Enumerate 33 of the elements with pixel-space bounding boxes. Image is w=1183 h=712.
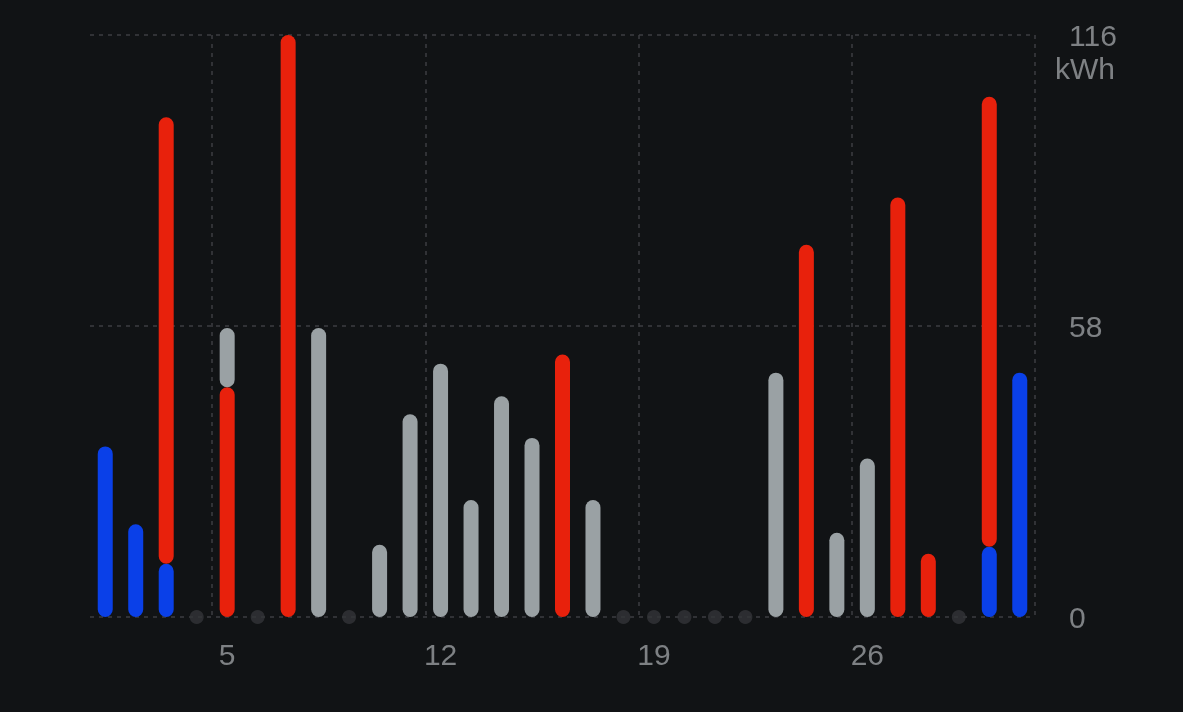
bar <box>97 446 113 617</box>
bar <box>219 328 235 388</box>
bar <box>280 35 296 617</box>
x-tick-label: 12 <box>423 637 458 671</box>
y-tick-label: 116 <box>1069 18 1117 52</box>
bar <box>372 544 388 617</box>
bar <box>463 500 479 617</box>
bar <box>981 96 997 547</box>
bar <box>1012 372 1028 617</box>
bar <box>890 197 906 617</box>
bar <box>128 524 144 617</box>
bar <box>433 363 449 617</box>
x-tick-label: 19 <box>637 637 671 671</box>
y-axis-title: kWh <box>1055 51 1115 85</box>
bar <box>158 563 174 617</box>
bar <box>798 244 814 617</box>
y-tick-label: 58 <box>1069 309 1103 343</box>
bar <box>555 354 570 617</box>
bar <box>981 546 997 617</box>
bar <box>920 553 936 617</box>
bar <box>829 532 845 617</box>
x-tick-label: 5 <box>218 637 236 671</box>
y-tick-label: 0 <box>1069 600 1086 634</box>
x-tick-label: 26 <box>850 637 885 671</box>
bar <box>524 437 540 617</box>
bar <box>158 117 174 564</box>
bar <box>859 458 875 617</box>
bar <box>768 372 784 617</box>
bar <box>311 328 327 617</box>
bar <box>494 396 510 617</box>
bar <box>219 387 235 617</box>
bar <box>402 414 418 617</box>
bar <box>585 500 601 617</box>
